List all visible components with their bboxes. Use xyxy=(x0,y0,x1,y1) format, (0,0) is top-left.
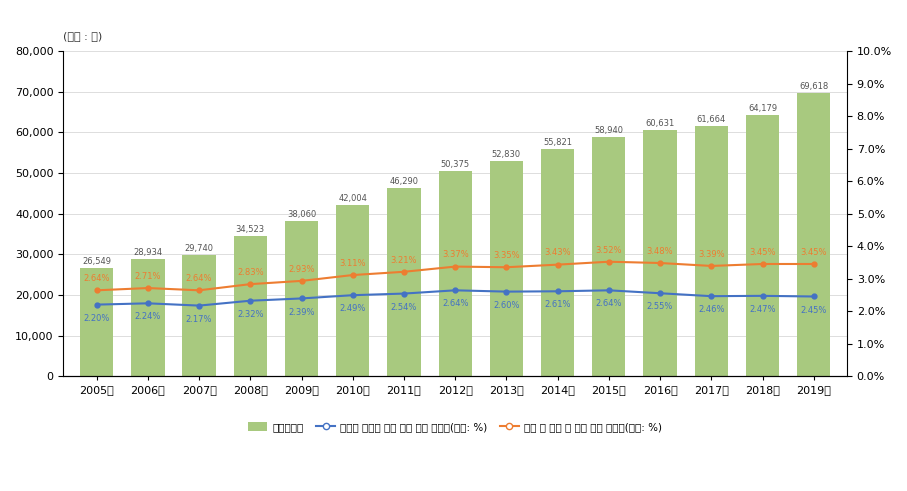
Text: 3.45%: 3.45% xyxy=(749,248,775,257)
Text: 60,631: 60,631 xyxy=(646,119,675,128)
Text: 2.64%: 2.64% xyxy=(186,274,212,283)
Text: 3.48%: 3.48% xyxy=(647,247,673,256)
Bar xyxy=(387,188,421,376)
Text: 2.55%: 2.55% xyxy=(647,302,673,311)
Text: 29,740: 29,740 xyxy=(185,244,213,253)
Text: 2.71%: 2.71% xyxy=(134,272,161,281)
Text: 58,940: 58,940 xyxy=(594,126,623,135)
Text: 2.93%: 2.93% xyxy=(288,265,315,274)
Text: 2.60%: 2.60% xyxy=(493,300,520,310)
Text: 2.24%: 2.24% xyxy=(134,312,161,322)
Bar xyxy=(541,149,574,376)
Text: 3.11%: 3.11% xyxy=(339,259,366,268)
Text: 2.83%: 2.83% xyxy=(237,268,264,277)
Text: 2.64%: 2.64% xyxy=(596,300,622,308)
Bar xyxy=(490,162,523,376)
Legend: 논문발표수, 국가별 논문수 합계 대비 논문 점유율(단위: %), 세계 종 논문 수 대비 논문 점유율(단위: %): 논문발표수, 국가별 논문수 합계 대비 논문 점유율(단위: %), 세계 종… xyxy=(244,417,666,436)
Text: 3.35%: 3.35% xyxy=(493,251,520,260)
Bar xyxy=(439,171,472,376)
Bar xyxy=(746,115,779,376)
Text: 2.46%: 2.46% xyxy=(698,305,725,314)
Text: 55,821: 55,821 xyxy=(543,138,572,147)
Text: 2.54%: 2.54% xyxy=(391,302,417,312)
Bar xyxy=(285,221,318,376)
Text: 50,375: 50,375 xyxy=(441,161,470,169)
Text: 3.43%: 3.43% xyxy=(544,248,571,257)
Text: (단위 : 편): (단위 : 편) xyxy=(63,31,102,41)
Text: 64,179: 64,179 xyxy=(748,104,777,113)
Text: 3.45%: 3.45% xyxy=(801,248,827,257)
Text: 2.32%: 2.32% xyxy=(237,310,264,319)
Text: 42,004: 42,004 xyxy=(338,194,367,203)
Text: 2.47%: 2.47% xyxy=(749,305,775,314)
Bar xyxy=(592,136,626,376)
Text: 38,060: 38,060 xyxy=(287,211,317,219)
Bar xyxy=(695,126,728,376)
Bar xyxy=(80,268,113,376)
Text: 52,830: 52,830 xyxy=(492,150,521,160)
Bar xyxy=(182,255,216,376)
Text: 46,290: 46,290 xyxy=(389,177,418,186)
Text: 34,523: 34,523 xyxy=(236,225,265,234)
Bar xyxy=(797,93,831,376)
Text: 3.21%: 3.21% xyxy=(391,256,417,265)
Text: 3.37%: 3.37% xyxy=(442,250,469,259)
Text: 2.64%: 2.64% xyxy=(83,274,110,283)
Text: 3.39%: 3.39% xyxy=(698,250,725,259)
Text: 2.17%: 2.17% xyxy=(186,315,212,324)
Text: 3.52%: 3.52% xyxy=(596,246,622,254)
Text: 2.61%: 2.61% xyxy=(544,300,571,309)
Text: 69,618: 69,618 xyxy=(799,82,828,91)
Text: 2.45%: 2.45% xyxy=(801,305,827,315)
Text: 2.64%: 2.64% xyxy=(442,300,468,308)
Text: 2.39%: 2.39% xyxy=(288,307,315,317)
Text: 2.20%: 2.20% xyxy=(83,314,110,323)
Text: 28,934: 28,934 xyxy=(133,247,162,256)
Text: 2.49%: 2.49% xyxy=(339,304,366,313)
Bar xyxy=(643,130,677,376)
Bar xyxy=(336,205,369,376)
Text: 26,549: 26,549 xyxy=(83,257,112,266)
Bar xyxy=(234,236,267,376)
Text: 61,664: 61,664 xyxy=(697,114,726,124)
Bar xyxy=(132,259,164,376)
